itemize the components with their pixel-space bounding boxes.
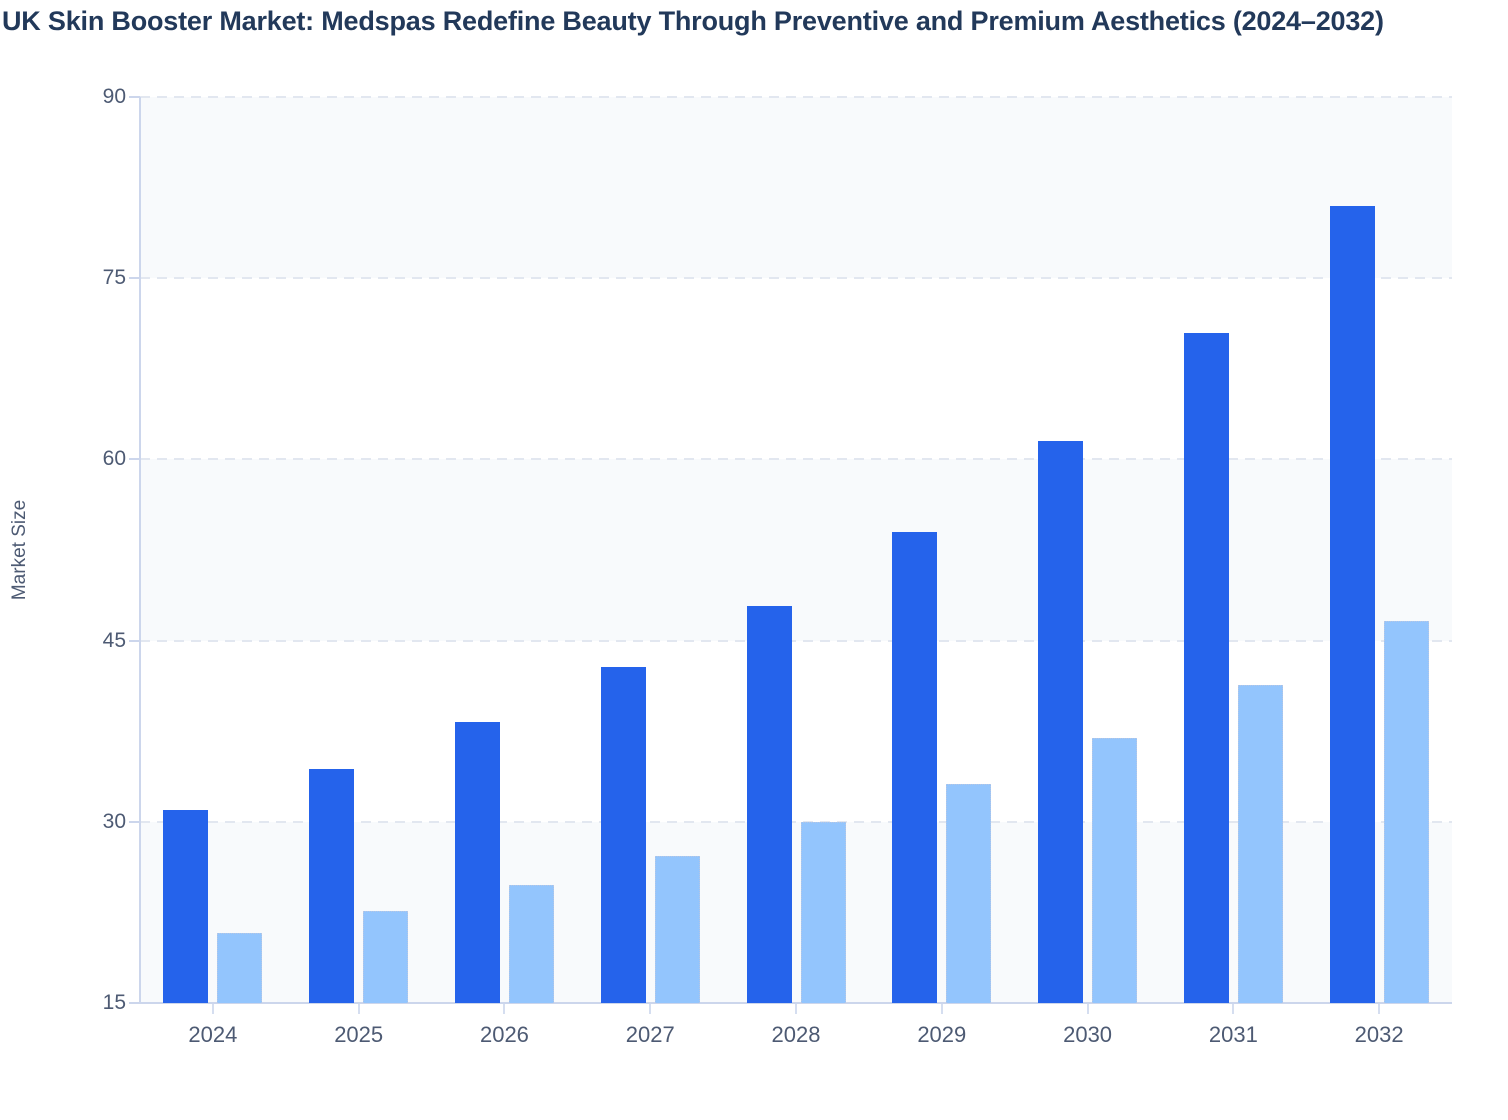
x-tick-2026: [503, 1003, 506, 1014]
y-tick-label-45: 45: [102, 628, 126, 652]
x-tick-2027: [649, 1003, 652, 1014]
x-tick-2029: [940, 1003, 943, 1014]
bar-series-1-2024[interactable]: [163, 809, 209, 1003]
y-tick-label-15: 15: [102, 991, 126, 1014]
y-tick-45: [129, 639, 140, 642]
bar-series-2-2027[interactable]: [654, 855, 700, 1003]
y-tick-label-60: 60: [102, 447, 126, 471]
bar-series-2-2026[interactable]: [508, 884, 554, 1003]
x-tick-label-2027: 2027: [625, 1022, 675, 1047]
x-tick-cell-2025: [286, 1003, 432, 1015]
bar-group-2028: [723, 97, 869, 1003]
x-tick-cell-2028: [723, 1003, 869, 1015]
x-tick-label-2024: 2024: [188, 1022, 238, 1047]
plot-band-75-90: [140, 97, 1452, 279]
bar-series-2-2031[interactable]: [1237, 685, 1283, 1003]
gridline-90: [140, 96, 1452, 98]
bar-series-1-2025[interactable]: [309, 768, 355, 1003]
x-tick-2025: [357, 1003, 360, 1014]
x-tick-2024: [211, 1003, 214, 1014]
x-tick-2032: [1378, 1003, 1381, 1014]
x-tick-2030: [1086, 1003, 1089, 1014]
x-tick-cell-2029: [869, 1003, 1015, 1015]
x-tick-cell-2026: [432, 1003, 578, 1015]
y-tick-90: [129, 96, 140, 98]
y-tick-label-90: 90: [102, 85, 126, 108]
y-tick-60: [129, 458, 140, 461]
bar-series-1-2030[interactable]: [1038, 441, 1084, 1003]
bar-group-2030: [1015, 97, 1161, 1003]
bar-series-1-2029[interactable]: [892, 531, 938, 1003]
bar-group-2024: [140, 97, 286, 1003]
x-tick-label-2031: 2031: [1208, 1022, 1258, 1047]
bar-series-2-2030[interactable]: [1092, 738, 1138, 1003]
gridline-75: [140, 277, 1452, 280]
y-axis-labels: 15 30 45 60 75 90: [0, 85, 126, 1014]
x-tick-label-2025: 2025: [334, 1022, 384, 1047]
x-tick-label-2028: 2028: [771, 1022, 821, 1047]
bar-series-1-2032[interactable]: [1329, 205, 1375, 1003]
gridline-60: [140, 458, 1452, 461]
x-axis-line: [130, 1002, 1452, 1004]
chart-title: UK Skin Booster Market: Medspas Redefine…: [2, 6, 1384, 36]
bar-series-1-2027[interactable]: [600, 667, 646, 1003]
bar-group-2025: [286, 97, 432, 1003]
bar-series-2-2024[interactable]: [217, 932, 263, 1003]
gridline-45: [140, 639, 1452, 642]
y-tick-30: [129, 820, 140, 823]
x-tick-cell-2024: [140, 1003, 286, 1015]
x-tick-label-2029: 2029: [917, 1022, 967, 1047]
x-tick-cell-2032: [1306, 1003, 1452, 1015]
gridline-30: [140, 820, 1452, 823]
x-tick-label-2026: 2026: [479, 1022, 529, 1047]
bars-layer: [140, 97, 1452, 1003]
bar-series-2-2028[interactable]: [800, 821, 846, 1003]
plot-band-15-30: [140, 821, 1452, 1003]
bar-group-2029: [869, 97, 1015, 1003]
y-tick-label-75: 75: [102, 266, 126, 290]
bar-series-2-2032[interactable]: [1383, 621, 1429, 1003]
x-tick-2031: [1232, 1003, 1235, 1014]
bar-series-2-2025[interactable]: [363, 911, 409, 1003]
bar-series-1-2031[interactable]: [1183, 332, 1229, 1003]
bar-series-2-2029[interactable]: [946, 784, 992, 1003]
x-tick-cell-2027: [577, 1003, 723, 1015]
x-axis-labels: 2024 2025 2026 2027 2028 2029 2030 2031 2032: [140, 1021, 1452, 1049]
y-tick-75: [129, 277, 140, 280]
bar-series-1-2026[interactable]: [454, 721, 500, 1003]
plot-band-45-60: [140, 459, 1452, 641]
x-tick-label-2030: 2030: [1063, 1022, 1113, 1047]
bar-series-1-2028[interactable]: [746, 605, 792, 1003]
x-tick-cell-2031: [1160, 1003, 1306, 1015]
bar-group-2026: [432, 97, 578, 1003]
bar-group-2027: [577, 97, 723, 1003]
bar-group-2032: [1306, 97, 1452, 1003]
x-tick-label-2032: 2032: [1354, 1022, 1404, 1047]
x-axis-ticks: [140, 1003, 1452, 1015]
x-tick-cell-2030: [1015, 1003, 1161, 1015]
x-tick-2028: [795, 1003, 798, 1014]
bar-group-2031: [1160, 97, 1306, 1003]
y-tick-label-30: 30: [102, 809, 126, 833]
plot-area: [140, 96, 1452, 1003]
y-axis-line: [139, 97, 141, 1004]
